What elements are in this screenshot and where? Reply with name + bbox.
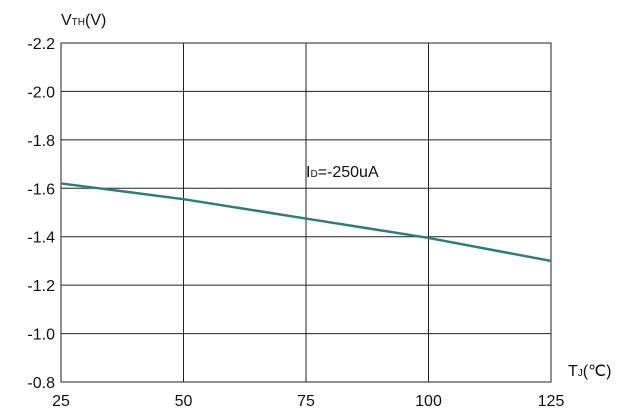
y-tick-label: -1.8 — [27, 133, 55, 150]
x-tick-label: 125 — [538, 393, 565, 410]
x-axis-label-sub: J — [578, 368, 583, 379]
y-tick-label: -1.0 — [27, 327, 55, 344]
y-tick-label: -1.2 — [27, 278, 55, 295]
y-axis-label: VTH(V) — [61, 12, 106, 29]
y-tick-label: -1.6 — [27, 181, 55, 198]
y-tick-label: -0.8 — [27, 375, 55, 392]
annotation-sub: D — [310, 169, 317, 180]
y-axis-label-unit: (V) — [85, 12, 106, 29]
x-tick-label: 75 — [297, 393, 315, 410]
condition-annotation: ID=-250uA — [306, 164, 379, 181]
grid-lines — [60, 42, 552, 383]
series-group — [60, 182, 552, 263]
y-tick-label: -1.4 — [27, 230, 55, 247]
x-tick-label: 25 — [52, 393, 70, 410]
annotation-value: =-250uA — [318, 164, 379, 181]
x-tick-label: 100 — [415, 393, 442, 410]
x-tick-labels: 25 50 75 100 125 — [52, 393, 564, 410]
y-axis-label-sub: TH — [72, 17, 85, 28]
x-axis-label-unit: (℃) — [583, 363, 612, 380]
annotation-main: I — [306, 164, 310, 181]
x-tick-label: 50 — [175, 393, 193, 410]
y-tick-label: -2.0 — [27, 84, 55, 101]
x-axis-label-main: T — [568, 363, 578, 380]
y-tick-label: -2.2 — [27, 36, 55, 53]
x-axis-label: TJ(℃) — [568, 363, 611, 380]
plot-frame — [60, 42, 552, 383]
series-line — [60, 182, 552, 263]
y-axis-label-main: V — [61, 12, 72, 29]
y-tick-labels: -2.2 -2.0 -1.8 -1.6 -1.4 -1.2 -1.0 -0.8 — [27, 36, 55, 392]
